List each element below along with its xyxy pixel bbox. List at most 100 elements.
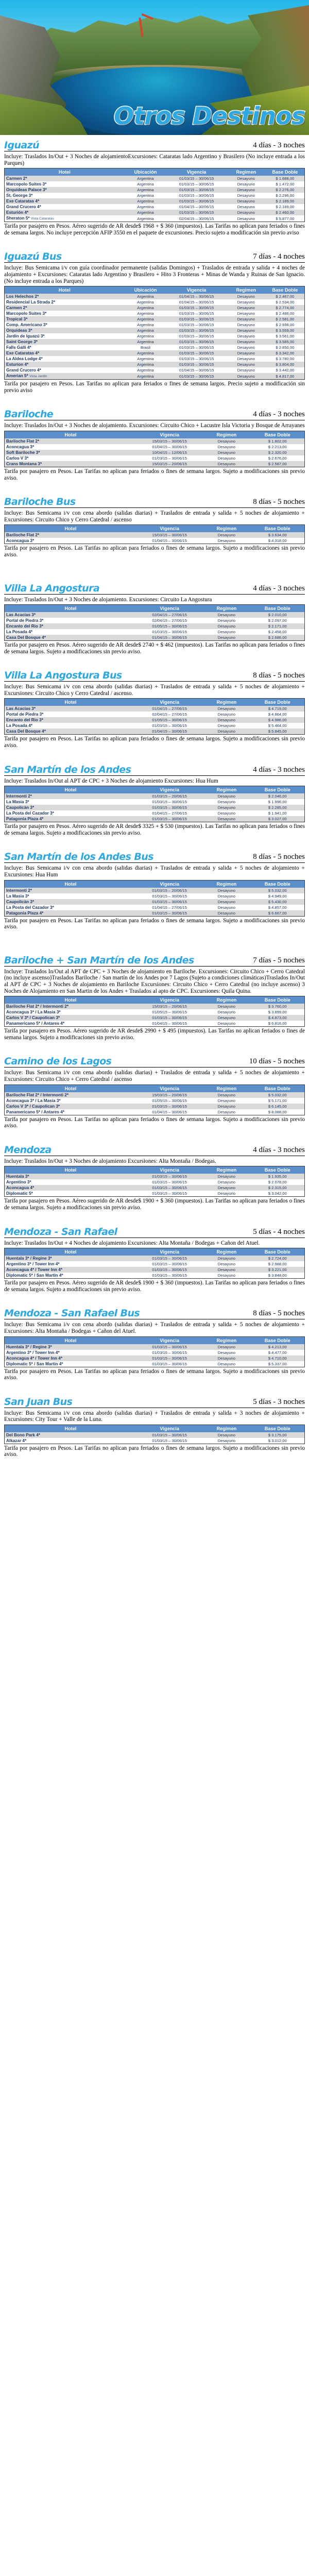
table-row[interactable]: Comp. Americano 3* Argentina 01/03/15 – 30… (4, 322, 305, 328)
column-header-regimen[interactable]: Regimen (202, 996, 251, 1004)
table-row[interactable]: St. George 3* Argentina 01/03/15 – 30/06/1… (4, 193, 305, 199)
section-title[interactable]: Bariloche + San Martín de los Andes (4, 954, 194, 966)
table-row[interactable]: Carmen 2* Argentina 01/03/15 – 30/06/15 Des… (4, 305, 305, 311)
column-header-vigencia[interactable]: Vigencia (136, 698, 203, 706)
table-row[interactable]: Intermonti 2* 01/03/15 – 20/06/15 Desayuno… (4, 793, 305, 800)
column-header-base-doble[interactable]: Base Doble (250, 786, 305, 794)
table-row[interactable]: Exe Cataratas 4* Argentina 01/03/15 – 30/0… (4, 350, 305, 357)
column-header-base-doble[interactable]: Base Doble (250, 1425, 305, 1432)
section-title[interactable]: Iguazú (4, 140, 40, 151)
table-row[interactable]: Panamericano 5* / Antares 4* 01/04/15 – 3… (4, 1021, 305, 1027)
table-row[interactable]: Diplomatic 5* 01/03/15 – 30/06/15 Desayuno… (4, 1191, 305, 1197)
table-row[interactable]: Caupolicàn 3* 01/03/15 – 30/06/15 Desayuno… (4, 899, 305, 905)
table-row[interactable]: Aconcagua 4* 01/03/15 – 30/06/15 Desayuno $… (4, 1185, 305, 1191)
table-row[interactable]: La Posta del Cazador 3* 01/04/15 – 27/06/… (4, 904, 305, 910)
column-header-hotel[interactable]: Hotel (4, 786, 137, 794)
section-title[interactable]: San Martín de los Andes (4, 764, 131, 775)
column-header-base-doble[interactable]: Base Doble (250, 996, 305, 1004)
table-row[interactable]: Diplomatic 5* / San Martin 4* 01/03/15 – … (4, 1361, 305, 1367)
table-row[interactable]: Del Bono Park 4* 01/03/15 – 30/06/15 Desay… (4, 1432, 305, 1438)
column-header-vigencia[interactable]: Vigencia (136, 524, 203, 533)
column-header-hotel[interactable]: Hotel (4, 286, 125, 294)
column-header-base-doble[interactable]: Base Doble (265, 168, 305, 176)
table-row[interactable]: Orquideas Palace 3* Argentina 01/03/15 – 3… (4, 187, 305, 193)
table-row[interactable]: Orquideas 3* Argentina 01/03/15 – 30/06/15… (4, 328, 305, 334)
table-row[interactable]: Aconcagua 3* / La Masia 3* 01/05/15 – 30/… (4, 1097, 305, 1104)
table-row[interactable]: Intermonti 2* 01/03/15 – 20/06/15 Desayuno… (4, 887, 305, 893)
column-header-vigencia[interactable]: Vigencia (136, 1166, 203, 1174)
table-row[interactable]: Aconcagua 3* / La Masia 3* 01/05/15 – 30/… (4, 1009, 305, 1015)
column-header-hotel[interactable]: Hotel (4, 431, 137, 438)
table-row[interactable]: Grand Crucero 4* Argentina 01/04/15 – 30/0… (4, 204, 305, 210)
table-row[interactable]: Jardín de Iguazú 3* Argentina 01/03/15 – 3… (4, 333, 305, 340)
column-header-vigencia[interactable]: Vigencia (136, 996, 203, 1004)
column-header-vigencia[interactable]: Vigencia (166, 286, 227, 294)
column-header-base-doble[interactable]: Base Doble (250, 1336, 305, 1344)
table-row[interactable]: Bariloche Flat 2* 15/03/15 – 30/06/15 Desa… (4, 438, 305, 444)
table-row[interactable]: Grand Crucero 4* Argentina 01/04/15 – 30/0… (4, 367, 305, 374)
column-header-regimen[interactable]: Regimen (202, 604, 251, 613)
table-row[interactable]: La Masia 3* 01/03/15 – 30/06/15 Desayuno $ … (4, 799, 305, 805)
column-header-base-doble[interactable]: Base Doble (250, 1248, 305, 1256)
column-header-regimen[interactable]: Regimen (226, 168, 266, 176)
table-row[interactable]: Marcopolo Suites 3* Argentina 01/03/15 – 3… (4, 181, 305, 188)
column-header-vigencia[interactable]: Vigencia (136, 1336, 203, 1344)
table-row[interactable]: Bariloche Flat 2* / Intermonti 2* 15/03/1… (4, 1092, 305, 1098)
section-title[interactable]: Villa La Angostura (4, 582, 100, 594)
table-row[interactable]: Las Acacias 3* 02/04/15 – 27/06/15 Desayun… (4, 612, 305, 618)
column-header-vigencia[interactable]: Vigencia (166, 168, 227, 176)
column-header-regimen[interactable]: Regimen (202, 786, 251, 794)
table-row[interactable]: Las Acacias 3* 01/04/15 – 27/06/15 Desayun… (4, 706, 305, 712)
column-header-hotel[interactable]: Hotel (4, 524, 137, 533)
table-row[interactable]: Aconcagua 4* / Tower Inn 4* 01/03/15 – 30… (4, 1267, 305, 1273)
column-header-hotel[interactable]: Hotel (4, 996, 137, 1004)
column-header-regimen[interactable]: Regimen (202, 524, 251, 533)
table-row[interactable]: Carlos V 3* / Caupolican 3* 01/03/15 – 30… (4, 1103, 305, 1109)
column-header-vigencia[interactable]: Vigencia (136, 1084, 203, 1092)
table-row[interactable]: Panamericano 5* / Antares 4* 01/04/15 – 3… (4, 1109, 305, 1115)
section-title[interactable]: Villa La Angostura Bus (4, 670, 122, 682)
column-header-hotel[interactable]: Hotel (4, 1166, 137, 1174)
table-row[interactable]: Encanto del Rio 3* 01/05/15 – 30/06/15 Des… (4, 623, 305, 630)
table-row[interactable]: Marcopolo Suites 3* Argentina 01/03/15 – 3… (4, 311, 305, 317)
column-header-ubicaci-n[interactable]: Ubicación (124, 168, 167, 176)
table-row[interactable]: Encanto del Rio 3* 01/05/15 – 30/06/15 Des… (4, 717, 305, 723)
table-row[interactable]: Aconcagua 3* 01/04/15 – 30/06/15 Desayuno $… (4, 444, 305, 450)
column-header-vigencia[interactable]: Vigencia (136, 1248, 203, 1256)
column-header-regimen[interactable]: Regimen (202, 1166, 251, 1174)
table-row[interactable]: Huentala 3* / Regine 3* 01/03/15 – 30/06/… (4, 1344, 305, 1350)
section-title[interactable]: Mendoza (4, 1144, 52, 1156)
column-header-regimen[interactable]: Regimen (202, 1336, 251, 1344)
section-title[interactable]: San Martín de los Andes Bus (4, 851, 153, 863)
table-row[interactable]: La Aldea Lodge 4* Argentina 01/03/15 – 30/… (4, 356, 305, 362)
table-row[interactable]: Aconcagua 3* 01/04/15 – 30/06/15 Desayuno $… (4, 538, 305, 544)
section-title[interactable]: Mendoza - San Rafael Bus (4, 1308, 140, 1319)
column-header-regimen[interactable]: Regimen (202, 1084, 251, 1092)
section-title[interactable]: Iguazú Bus (4, 251, 62, 263)
table-row[interactable]: Soft Bariloche 3* 10/04/15 – 12/06/15 Desa… (4, 449, 305, 455)
table-row[interactable]: Bariloche Flat 2* / Intermonti 2* 15/03/1… (4, 1004, 305, 1010)
column-header-hotel[interactable]: Hotel (4, 1248, 137, 1256)
table-row[interactable]: Amerian 5* Vista Jardin Argentina 01/03/15… (4, 373, 305, 380)
column-header-base-doble[interactable]: Base Doble (250, 524, 305, 533)
column-header-ubicaci-n[interactable]: Ubicación (124, 286, 167, 294)
column-header-hotel[interactable]: Hotel (4, 698, 137, 706)
column-header-hotel[interactable]: Hotel (4, 1084, 137, 1092)
table-row[interactable]: La Posada 4* 01/03/15 – 30/06/15 Desayuno $… (4, 629, 305, 635)
table-row[interactable]: Saint George 3* Argentina 01/03/15 – 30/06… (4, 339, 305, 345)
table-row[interactable]: Huentala 3* 01/03/15 – 30/06/15 Desayuno $ … (4, 1174, 305, 1180)
table-row[interactable]: Alkazar 4* 01/03/15 – 30/06/15 Desayuno $ 3… (4, 1437, 305, 1444)
table-row[interactable]: Aconcagua 4* / Tower Inn 4* 01/03/15 – 30… (4, 1355, 305, 1361)
column-header-hotel[interactable]: Hotel (4, 1336, 137, 1344)
table-row[interactable]: Falls Galli 4* Brasil 01/03/15 – 30/06/15 D… (4, 345, 305, 351)
column-header-regimen[interactable]: Regimen (202, 880, 251, 888)
table-row[interactable]: Sheraton 5* Vista Cataratas Argentina 02/0… (4, 215, 305, 222)
column-header-base-doble[interactable]: Base Doble (250, 698, 305, 706)
column-header-vigencia[interactable]: Vigencia (136, 1425, 203, 1432)
section-title[interactable]: Mendoza - San Rafael (4, 1226, 117, 1238)
column-header-vigencia[interactable]: Vigencia (136, 786, 203, 794)
column-header-base-doble[interactable]: Base Doble (250, 431, 305, 438)
column-header-base-doble[interactable]: Base Doble (250, 1166, 305, 1174)
column-header-hotel[interactable]: Hotel (4, 880, 137, 888)
table-row[interactable]: Carmen 2* Argentina 01/03/15 – 30/06/15 Des… (4, 176, 305, 182)
